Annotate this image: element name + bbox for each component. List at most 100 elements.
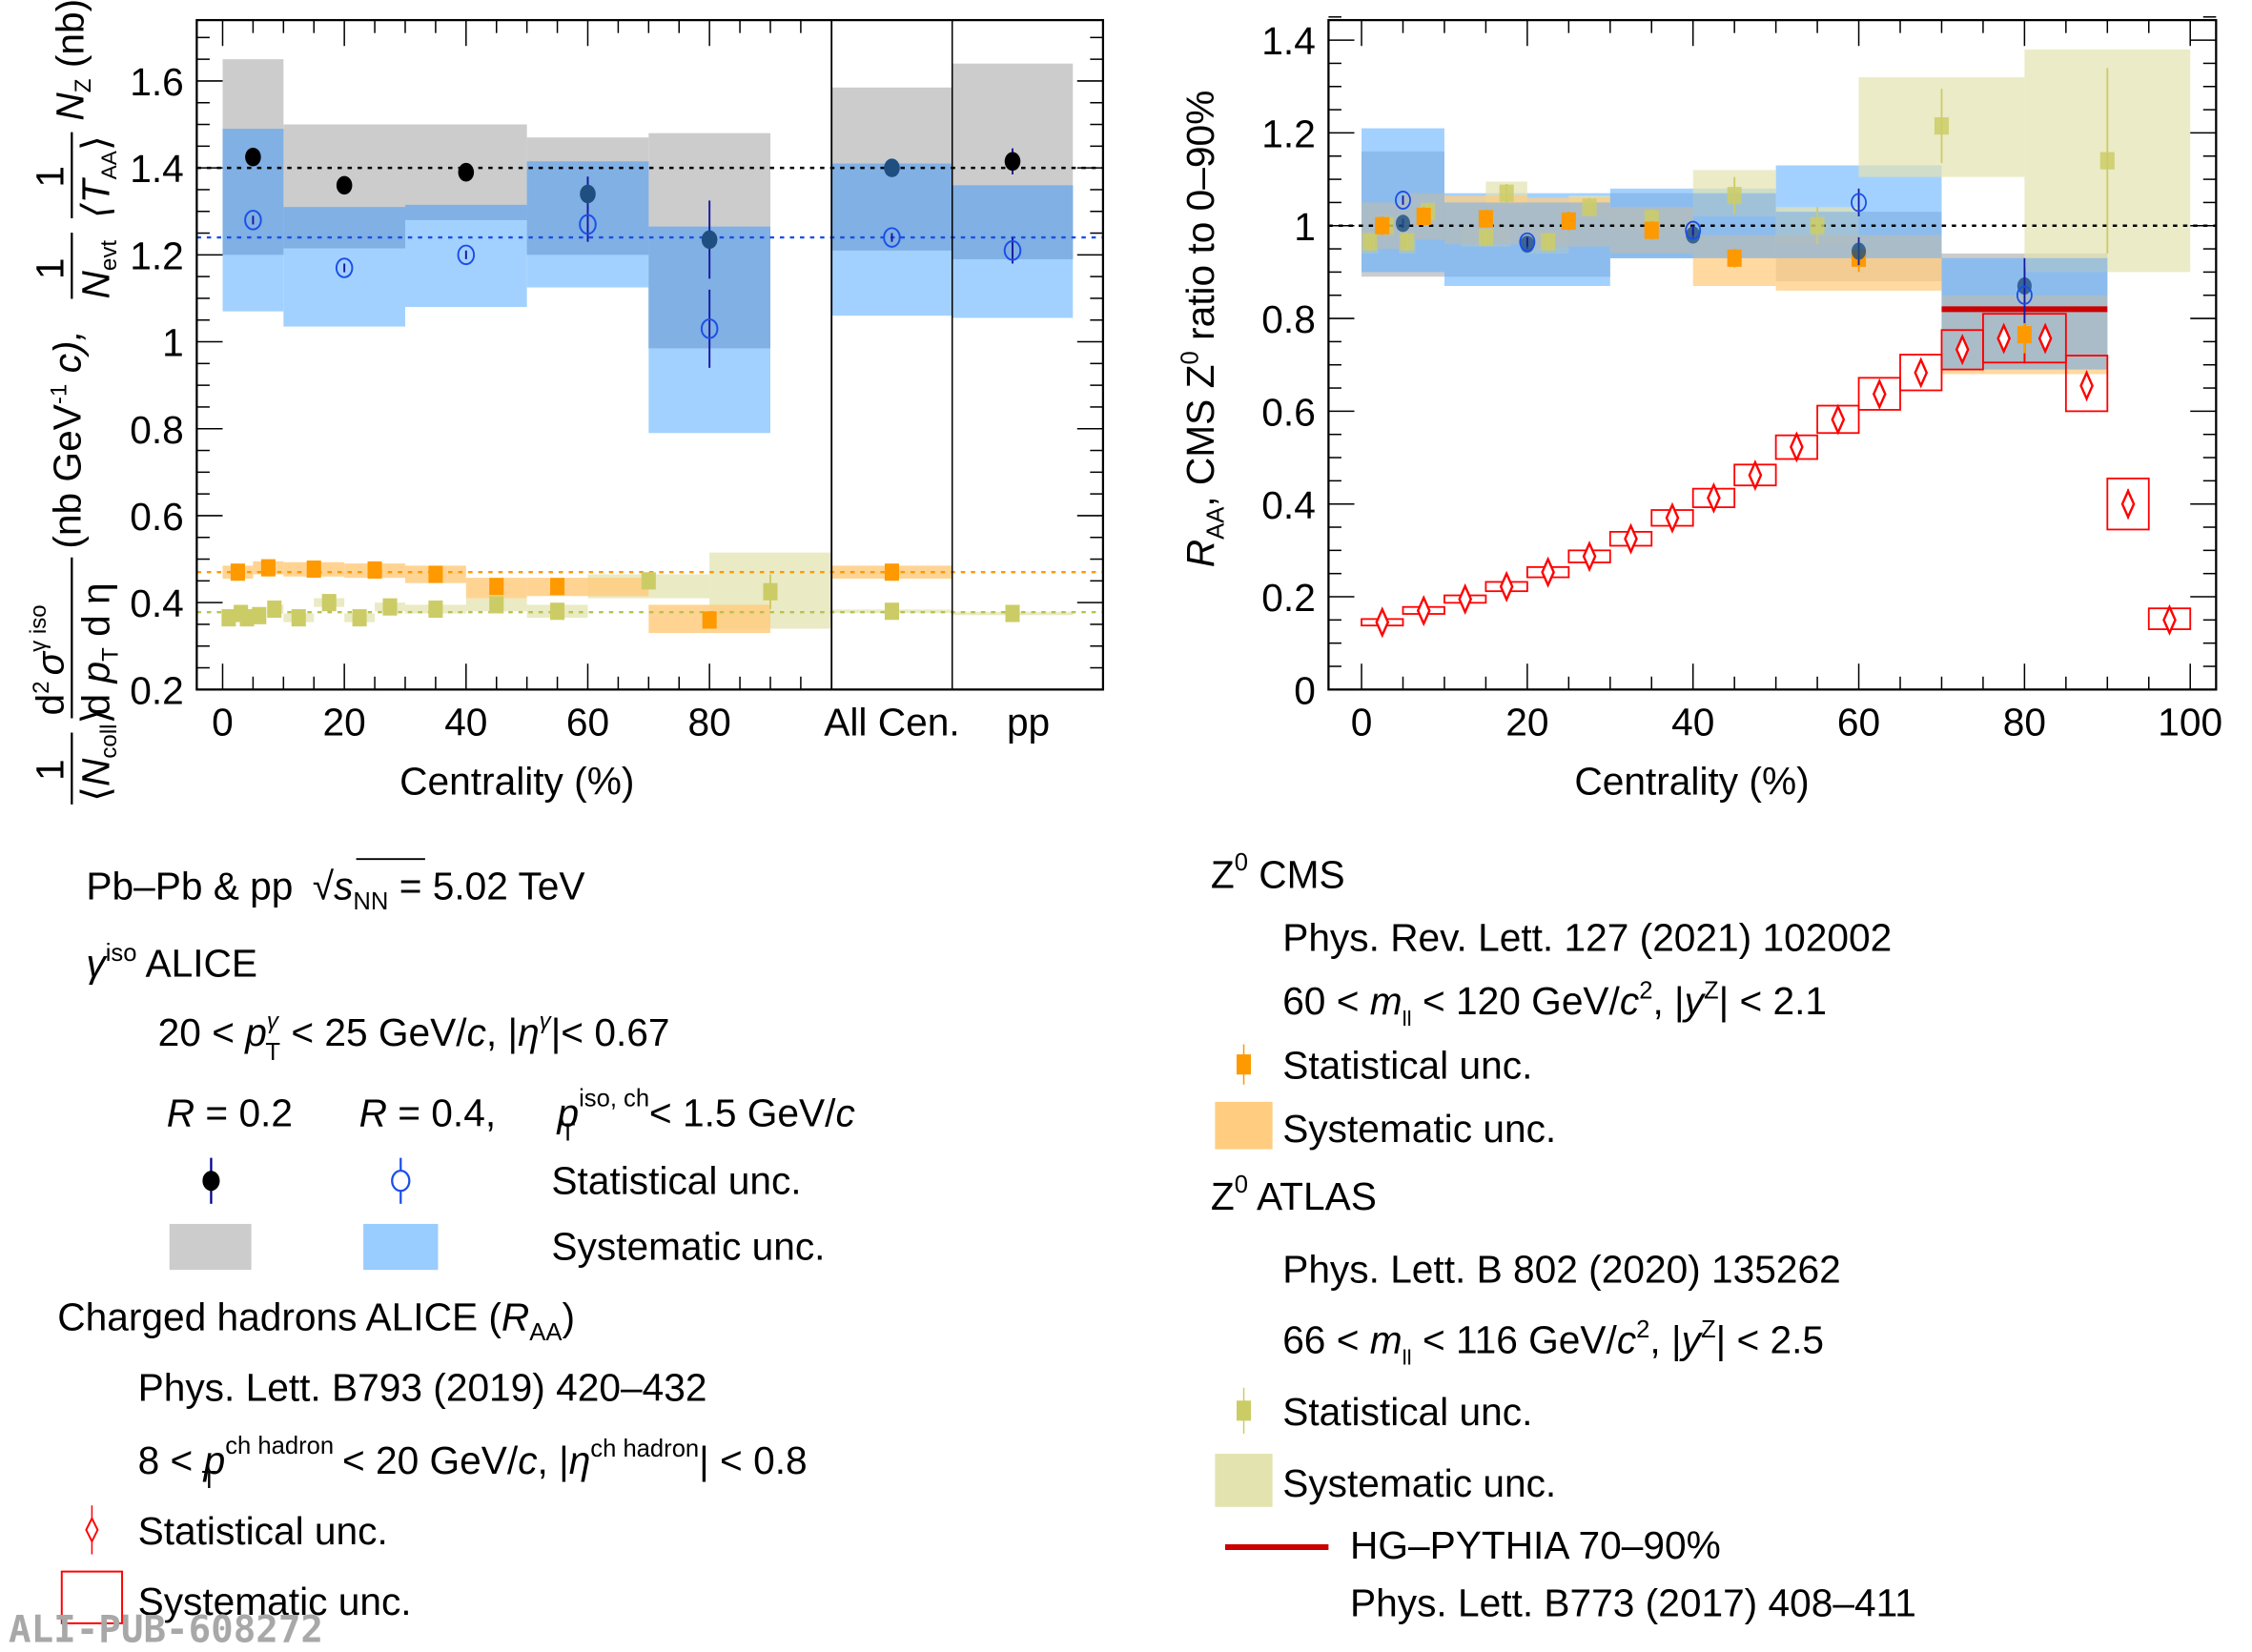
left-square-marker [239, 609, 255, 627]
right-square-marker [1362, 233, 1378, 251]
ytitle-ncoll: ⟨Ncoll⟩ [73, 709, 122, 802]
left-y-tick-label: 1.2 [130, 234, 184, 277]
left-square-marker [884, 563, 899, 581]
left-filled-circle-marker [336, 175, 353, 195]
legend-atlas-title: Z0 ATLAS [1211, 1172, 1377, 1218]
left-square-marker [221, 609, 236, 627]
left-square-marker [321, 594, 337, 612]
left-y-tick-label: 0.4 [130, 581, 184, 625]
left-y-axis-title: 1 ⟨Ncoll⟩ d2σγ iso d pT d η (nb GeV-1 c)… [26, 0, 124, 805]
left-y-tick-labels: 0.2 0.4 0.6 0.8 1 1.2 1.4 1.6 [130, 60, 184, 712]
x-tick-label-pp: pp [1007, 701, 1050, 744]
right-hadron-diamond-marker [1914, 357, 1929, 389]
right-hadron-diamond-marker [2120, 488, 2136, 520]
right-y-tick-label: 1.2 [1261, 112, 1316, 155]
right-y-axis-title: RAA, CMS Z0 ratio to 0–90% [1177, 91, 1229, 568]
legend-gamma-title: γiso ALICE [86, 940, 257, 986]
legend-hgpythia-label: HG–PYTHIA 70–90% [1350, 1523, 1721, 1567]
right-square-marker [1478, 228, 1493, 246]
right-hadron-sys-box [2106, 478, 2150, 531]
left-square-marker [428, 600, 443, 619]
left-square-marker [641, 572, 656, 590]
right-hadron-diamond-marker [2037, 322, 2053, 355]
watermark: ALI-PUB-608272 [9, 1608, 323, 1651]
right-plot: 0 0.2 0.4 0.6 0.8 1 1.2 1.4 0 20 40 60 80 100 Centra… [1177, 16, 2222, 803]
left-axis-ticks [196, 20, 1103, 691]
legend-r04-marker-icon [391, 1170, 411, 1193]
legend-cms-stat-label: Statistical unc. [1282, 1044, 1532, 1088]
right-square-marker [1499, 184, 1514, 202]
x-tick-label-allcen: All Cen. [824, 701, 959, 744]
left-sys-overlap-box [283, 207, 405, 249]
legend-cms-ref: Phys. Rev. Lett. 127 (2021) 102002 [1282, 916, 1892, 960]
right-x-tick-label: 20 [1505, 701, 1548, 744]
left-filled-circle-marker [1004, 152, 1021, 172]
right-y-tick-label: 0.8 [1261, 297, 1316, 341]
left-x-tick-label: 40 [444, 701, 487, 744]
legend-r04-sys-swatch [363, 1223, 439, 1271]
left-y-tick-label: 0.8 [130, 408, 184, 452]
left-y-tick-label: 0.2 [130, 668, 184, 712]
right-square-marker [2099, 152, 2115, 170]
right-y-tick-label: 1.4 [1261, 19, 1316, 63]
right-open-circle-marker [1851, 193, 1867, 213]
legend-atlas-cuts: 66 < mll < 116 GeV/c2, |yZ| < 2.5 [1282, 1316, 1824, 1370]
right-x-tick-label: 100 [2158, 701, 2222, 744]
right-x-tick-label: 40 [1671, 701, 1714, 744]
legend-gamma-cuts: 20 < pγ T < 25 GeV/c, |ηγ|< 0.67 [158, 1009, 670, 1066]
legend-r02: R = 0.2 [167, 1091, 293, 1134]
ytitle-taa: ⟨TAA⟩ [73, 135, 121, 218]
right-square-marker [1478, 210, 1493, 228]
left-y-tick-label: 1.6 [130, 60, 184, 104]
left-y-tick-label: 0.6 [130, 495, 184, 539]
legend-atlas-sys-swatch [1215, 1454, 1273, 1507]
left-x-tick-label: 0 [212, 701, 234, 744]
left-square-marker [252, 606, 267, 624]
legend-hadron-cuts: 8 < pch hadron T < 20 GeV/c, |ηch hadron|… [138, 1433, 808, 1494]
legend-atlas-sys-label: Systematic unc. [1282, 1461, 1556, 1505]
right-hadron-diamond-marker [1624, 522, 1638, 555]
legend-r02-marker-icon [202, 1171, 220, 1192]
left-filled-circle-marker [580, 184, 596, 204]
right-square-marker [2017, 326, 2032, 344]
left-square-marker [382, 598, 398, 616]
legend-system: Pb–Pb & pp √sNN = 5.02 TeV [86, 864, 584, 915]
left-square-marker [550, 578, 565, 596]
right-y-tick-label: 0.4 [1261, 483, 1316, 527]
legend-gamma-sys-label: Systematic unc. [551, 1225, 825, 1269]
legend-cms-cuts: 60 < mll < 120 GeV/c2, |yZ| < 2.1 [1282, 977, 1827, 1030]
right-hadron-diamond-marker [2079, 370, 2094, 402]
right-y-tick-label: 0 [1294, 668, 1316, 712]
left-x-tick-label: 20 [323, 701, 366, 744]
left-sys-overlap-box [222, 129, 284, 255]
right-hadron-sys-box [1857, 377, 1901, 411]
left-x-axis-title: Centrality (%) [399, 759, 634, 803]
right-hadron-diamond-marker [1375, 606, 1390, 639]
left-square-marker [428, 565, 443, 583]
left-square-marker [306, 560, 321, 579]
right-x-tick-labels: 0 20 40 60 80 100 [1351, 701, 2222, 744]
right-square-marker [1375, 216, 1390, 235]
left-open-circle-marker [579, 214, 597, 235]
left-filled-circle-marker [245, 147, 261, 167]
right-x-axis-title: Centrality (%) [1574, 759, 1809, 803]
right-open-circle-marker [1685, 220, 1702, 240]
right-filled-circle-marker [1852, 242, 1867, 260]
right-open-circle-marker [2016, 285, 2033, 305]
ytitle-one: 1 [28, 759, 72, 781]
legend-hadron-sys-label: Systematic unc. [138, 1580, 412, 1623]
left-legend: Pb–Pb & pp √sNN = 5.02 TeV γiso ALICE 20… [57, 858, 855, 1624]
right-hadron-diamond-marker [1996, 322, 2012, 355]
ytitle-unit: (nb GeV-1 c), [45, 330, 89, 548]
right-square-marker [1644, 221, 1659, 239]
right-filled-circle-marker [1395, 214, 1411, 233]
left-filled-circle-marker [458, 162, 475, 182]
legend-r04: R = 0.4, [359, 1091, 497, 1134]
left-sys-overlap-box [404, 204, 527, 220]
left-square-marker [367, 561, 382, 579]
legend-r02-sys-swatch [169, 1223, 252, 1271]
right-y-tick-labels: 0 0.2 0.4 0.6 0.8 1 1.2 1.4 [1261, 19, 1316, 712]
left-plot: 0.2 0.4 0.6 0.8 1 1.2 1.4 1.6 0 20 40 60 80 All Cen… [26, 0, 1105, 805]
right-hadron-diamond-marker [1582, 540, 1597, 573]
